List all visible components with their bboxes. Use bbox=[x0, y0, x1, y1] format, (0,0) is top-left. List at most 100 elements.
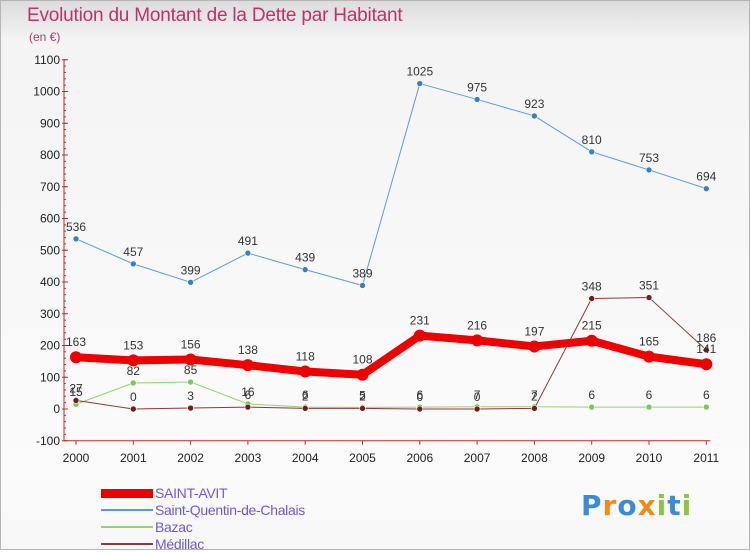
data-label: 16 bbox=[241, 385, 255, 399]
legend-item-medillac: Médillac bbox=[101, 536, 401, 553]
data-label: 6 bbox=[703, 388, 710, 402]
data-point bbox=[413, 329, 426, 342]
data-label: 27 bbox=[69, 381, 83, 395]
data-point bbox=[643, 350, 655, 363]
series-bazac bbox=[72, 378, 710, 411]
series-line bbox=[75, 381, 707, 408]
legend-label: Médillac bbox=[155, 536, 204, 552]
legend-swatch bbox=[101, 526, 153, 528]
data-label: 457 bbox=[123, 245, 143, 259]
chart-title: Evolution du Montant de la Dette par Hab… bbox=[27, 5, 403, 26]
data-label: 753 bbox=[639, 151, 659, 165]
data-label: 197 bbox=[524, 324, 544, 338]
data-point bbox=[416, 405, 424, 413]
data-label: 5 bbox=[359, 388, 366, 402]
data-label: 6 bbox=[302, 388, 309, 402]
data-point bbox=[130, 260, 137, 268]
data-point bbox=[72, 397, 80, 404]
data-point bbox=[645, 403, 653, 411]
data-point bbox=[187, 378, 194, 386]
data-point bbox=[241, 359, 254, 372]
x-tick-label: 2008 bbox=[521, 451, 548, 465]
x-tick-label: 2001 bbox=[120, 451, 147, 465]
data-point bbox=[70, 351, 82, 364]
data-label: 2 bbox=[302, 389, 309, 403]
data-labels-layer: 5364573994914393891025975923810753694158… bbox=[66, 65, 717, 404]
logo-letter: t bbox=[667, 489, 682, 522]
legend-item-bazac: Bazac bbox=[101, 519, 401, 536]
data-label: 399 bbox=[181, 263, 201, 277]
logo-letter: x bbox=[637, 489, 657, 522]
data-point bbox=[700, 358, 713, 371]
data-point bbox=[471, 334, 484, 347]
series-line bbox=[75, 297, 707, 410]
data-label: 6 bbox=[646, 388, 653, 402]
y-tick-label: 200 bbox=[40, 339, 60, 353]
data-label: 975 bbox=[467, 80, 487, 94]
data-point bbox=[244, 403, 252, 411]
data-label: 2 bbox=[531, 389, 538, 403]
data-label: 6 bbox=[416, 388, 423, 402]
data-label: 7 bbox=[474, 388, 481, 402]
line-chart: -100010020030040050060070080090010001100… bbox=[33, 53, 719, 465]
data-point bbox=[528, 340, 541, 353]
data-point bbox=[359, 282, 366, 289]
data-label: 156 bbox=[181, 337, 201, 351]
data-label: 138 bbox=[238, 343, 258, 357]
data-point bbox=[702, 346, 710, 354]
data-point bbox=[645, 166, 653, 174]
data-label: 165 bbox=[639, 335, 659, 349]
data-point bbox=[359, 405, 366, 412]
series-saint-avit bbox=[70, 329, 713, 381]
series-saint-quentin-de-chalais bbox=[72, 80, 710, 289]
data-point bbox=[473, 405, 481, 413]
series-medillac bbox=[72, 294, 710, 413]
legend: SAINT-AVIT Saint-Quentin-de-Chalais Bazac M… bbox=[101, 485, 401, 553]
data-label: 153 bbox=[123, 338, 143, 352]
logo-letter: r bbox=[602, 489, 618, 522]
legend-label: Bazac bbox=[155, 519, 193, 535]
x-tick-label: 2000 bbox=[63, 451, 90, 465]
x-tick-label: 2007 bbox=[464, 451, 491, 465]
data-label: 108 bbox=[352, 353, 372, 367]
data-label: 491 bbox=[238, 234, 258, 248]
data-point bbox=[702, 185, 710, 192]
data-label: 82 bbox=[127, 364, 141, 378]
x-tick-label: 2005 bbox=[349, 451, 376, 465]
data-point bbox=[299, 365, 312, 378]
y-tick-label: -100 bbox=[36, 434, 60, 448]
data-point bbox=[585, 334, 598, 347]
data-point bbox=[244, 249, 252, 257]
data-point bbox=[702, 403, 710, 411]
proxiti-logo: Proxiti bbox=[581, 489, 692, 522]
y-tick-label: 600 bbox=[40, 212, 60, 226]
legend-swatch bbox=[101, 509, 153, 511]
data-point bbox=[531, 112, 538, 120]
y-tick-label: 900 bbox=[40, 116, 60, 130]
data-label: 351 bbox=[639, 279, 659, 293]
data-point bbox=[301, 266, 309, 273]
data-point bbox=[187, 404, 194, 412]
data-label: 923 bbox=[524, 97, 544, 111]
data-point bbox=[301, 405, 309, 412]
data-point bbox=[588, 403, 596, 411]
data-point bbox=[127, 354, 140, 367]
data-label: 0 bbox=[474, 390, 481, 404]
data-point bbox=[184, 353, 197, 366]
data-label: 15 bbox=[69, 385, 83, 399]
x-tick-label: 2004 bbox=[292, 451, 319, 465]
x-tick-label: 2006 bbox=[406, 451, 433, 465]
data-label: 536 bbox=[66, 220, 86, 234]
data-point bbox=[531, 405, 538, 412]
chart-axes: -100010020030040050060070080090010001100… bbox=[33, 53, 719, 465]
y-tick-label: 500 bbox=[40, 243, 60, 257]
data-label: 2 bbox=[359, 389, 366, 403]
x-tick-label: 2003 bbox=[235, 451, 262, 465]
y-tick-label: 0 bbox=[53, 402, 60, 416]
data-label: 231 bbox=[410, 314, 430, 328]
data-point bbox=[187, 279, 194, 286]
x-tick-label: 2011 bbox=[693, 451, 719, 465]
data-point bbox=[72, 235, 80, 243]
y-tick-label: 300 bbox=[40, 307, 60, 321]
data-point bbox=[473, 96, 481, 103]
